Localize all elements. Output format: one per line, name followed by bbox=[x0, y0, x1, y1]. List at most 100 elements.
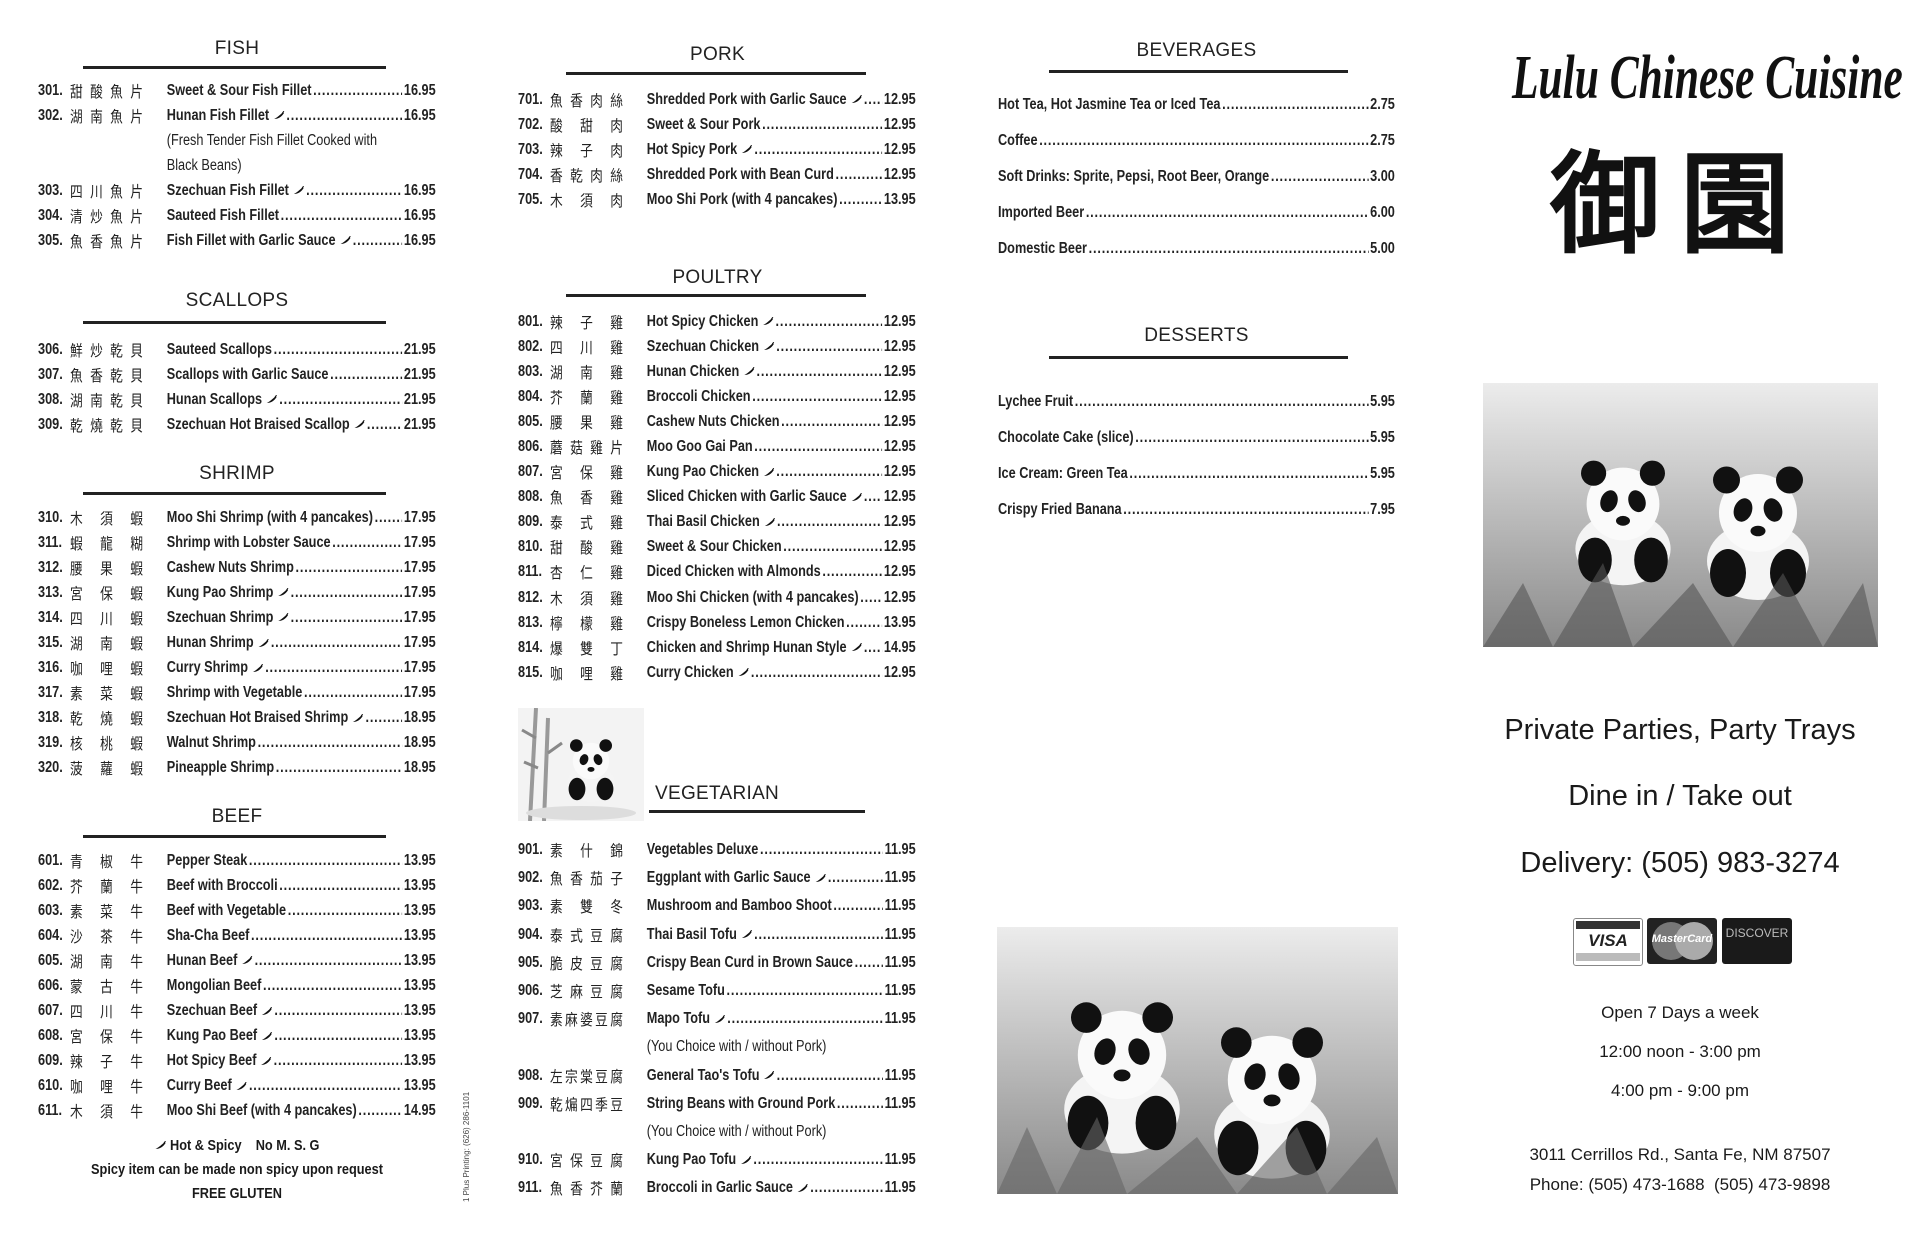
chili-pepper-icon bbox=[741, 145, 752, 154]
item-price: 2.75 bbox=[1370, 132, 1395, 149]
item-chinese-name: 魚香魚片 bbox=[69, 233, 143, 251]
item-number: 907. bbox=[518, 1010, 543, 1028]
item-price: 11.95 bbox=[884, 982, 916, 1000]
item-price: 13.95 bbox=[403, 951, 436, 969]
item-chinese-name: 宮保蝦 bbox=[69, 585, 143, 603]
item-price: 5.95 bbox=[1370, 393, 1395, 410]
chili-pepper-icon bbox=[851, 95, 862, 104]
menu-item: Hot Tea, Hot Jasmine Tea or Iced Tea 2.75 bbox=[998, 87, 1395, 123]
menu-item: 906. 芝麻豆腐 Sesame Tofu 11.95 bbox=[518, 977, 916, 1005]
item-price: 2.75 bbox=[1370, 96, 1395, 113]
item-number: 814. bbox=[518, 638, 543, 656]
item-number: 701. bbox=[518, 90, 543, 108]
item-chinese-name: 四川雞 bbox=[549, 339, 623, 357]
shrimp-list: 310. 木須蝦 Moo Shi Shrimp (with 4 pancakes) 1… bbox=[38, 505, 523, 781]
chili-pepper-icon bbox=[261, 1057, 272, 1066]
dot-leader bbox=[358, 1102, 402, 1120]
item-price: 11.95 bbox=[884, 1151, 916, 1169]
chili-pepper-icon bbox=[764, 1071, 775, 1080]
hours-dinner: 4:00 pm - 9:00 pm bbox=[1611, 1081, 1749, 1100]
services-text: Private Parties, Party Trays bbox=[1504, 714, 1856, 746]
item-name: Crispy Bean Curd in Brown Sauce bbox=[646, 953, 853, 971]
item-number: 910. bbox=[518, 1151, 543, 1169]
item-name: Diced Chicken with Almonds bbox=[646, 563, 821, 581]
description-text: (You Choice with / without Pork) bbox=[646, 1038, 827, 1056]
item-number: 804. bbox=[518, 387, 543, 405]
item-price: 17.95 bbox=[403, 508, 436, 526]
dot-leader bbox=[810, 1179, 883, 1197]
item-name: Coffee bbox=[998, 132, 1038, 149]
menu-item: 302. 湖南魚片 Hunan Fish Fillet 16.95 bbox=[38, 103, 436, 128]
chili-pepper-icon bbox=[762, 317, 773, 326]
menu-item: 305. 魚香魚片 Fish Fillet with Garlic Sauce 16.… bbox=[38, 228, 436, 253]
item-price: 12.95 bbox=[883, 438, 916, 456]
item-number: 306. bbox=[38, 340, 63, 358]
heading-rule bbox=[1049, 70, 1348, 73]
item-price: 17.95 bbox=[403, 558, 436, 576]
chili-pepper-icon bbox=[797, 1184, 808, 1193]
item-name: Crispy Boneless Lemon Chicken bbox=[646, 613, 845, 631]
item-chinese-name: 芥蘭雞 bbox=[549, 389, 623, 407]
item-chinese-name: 乾燒蝦 bbox=[69, 711, 143, 729]
heading-rule bbox=[83, 66, 386, 69]
dot-leader bbox=[727, 1010, 883, 1028]
item-chinese-name: 木須牛 bbox=[69, 1104, 143, 1122]
item-chinese-name: 素菜牛 bbox=[69, 903, 143, 921]
item-chinese-name: 核桃蝦 bbox=[69, 736, 143, 754]
item-name: Lychee Fruit bbox=[998, 393, 1074, 410]
item-name: Kung Pao Chicken bbox=[646, 463, 760, 481]
item-name: General Tao's Tofu bbox=[646, 1066, 760, 1084]
item-chinese-name: 青椒牛 bbox=[69, 853, 143, 871]
menu-item: 902. 魚香茄子 Eggplant with Garlic Sauce 11.95 bbox=[518, 864, 916, 892]
item-price: 17.95 bbox=[403, 533, 436, 551]
menu-item: 606. 蒙古牛 Mongolian Beef 13.95 bbox=[38, 973, 436, 998]
dot-leader bbox=[839, 191, 882, 209]
item-price: 3.00 bbox=[1370, 168, 1395, 185]
item-price: 11.95 bbox=[884, 1010, 916, 1028]
item-number: 606. bbox=[38, 977, 63, 995]
menu-item: 303. 四川魚片 Szechuan Fish Fillet 16.95 bbox=[38, 178, 436, 203]
item-price: 13.95 bbox=[403, 851, 436, 869]
item-chinese-name: 爆雙丁 bbox=[549, 640, 623, 658]
dot-leader bbox=[1271, 168, 1369, 186]
item-name: Hot Spicy Beef bbox=[166, 1052, 257, 1070]
item-name: Walnut Shrimp bbox=[166, 734, 256, 752]
item-chinese-name: 辣子雞 bbox=[549, 314, 623, 332]
dot-leader bbox=[255, 952, 403, 970]
item-number: 903. bbox=[518, 897, 543, 915]
item-price: 6.00 bbox=[1370, 204, 1395, 221]
item-price: 18.95 bbox=[403, 734, 436, 752]
item-number: 601. bbox=[38, 851, 63, 869]
dot-leader bbox=[776, 313, 883, 331]
item-chinese-name: 檸檬雞 bbox=[549, 615, 623, 633]
menu-item: 810. 甜酸雞 Sweet & Sour Chicken 12.95 bbox=[518, 535, 916, 560]
menu-item: 814. 爆雙丁 Chicken and Shrimp Hunan Style 14.… bbox=[518, 635, 916, 660]
chili-pepper-icon bbox=[258, 639, 269, 648]
item-name: Szechuan Chicken bbox=[646, 337, 760, 355]
item-number: 703. bbox=[518, 140, 543, 158]
item-name: Szechuan Fish Fillet bbox=[166, 181, 289, 199]
dot-leader bbox=[1129, 465, 1368, 483]
item-chinese-name: 宮保豆腐 bbox=[549, 1153, 623, 1171]
item-price: 14.95 bbox=[883, 638, 916, 656]
dot-leader bbox=[332, 534, 402, 552]
dot-leader bbox=[281, 207, 403, 225]
item-number: 702. bbox=[518, 115, 543, 133]
dot-leader bbox=[837, 1095, 883, 1113]
item-number: 309. bbox=[38, 415, 63, 433]
item-price: 5.95 bbox=[1370, 465, 1395, 482]
scallops-list: 306. 鮮炒乾貝 Sauteed Scallops 21.95 307. 魚香乾貝 Sca… bbox=[38, 337, 523, 437]
heading-rule bbox=[566, 294, 866, 297]
dot-leader bbox=[365, 709, 402, 727]
menu-item: 605. 湖南牛 Hunan Beef 13.95 bbox=[38, 948, 436, 973]
dot-leader bbox=[274, 1052, 403, 1070]
dot-leader bbox=[760, 841, 883, 859]
item-name: Mushroom and Bamboo Shoot bbox=[646, 897, 832, 915]
item-name: Moo Shi Chicken (with 4 pancakes) bbox=[646, 588, 859, 606]
item-name: Shredded Pork with Garlic Sauce bbox=[646, 90, 847, 108]
menu-item: Lychee Fruit 5.95 bbox=[998, 384, 1395, 420]
section-heading-poultry: POULTRY bbox=[672, 267, 763, 288]
menu-item: 802. 四川雞 Szechuan Chicken 12.95 bbox=[518, 334, 916, 359]
hours-lunch: 12:00 noon - 3:00 pm bbox=[1599, 1042, 1761, 1061]
menu-item: 309. 乾燒乾貝 Szechuan Hot Braised Scallop 21.9… bbox=[38, 412, 436, 437]
